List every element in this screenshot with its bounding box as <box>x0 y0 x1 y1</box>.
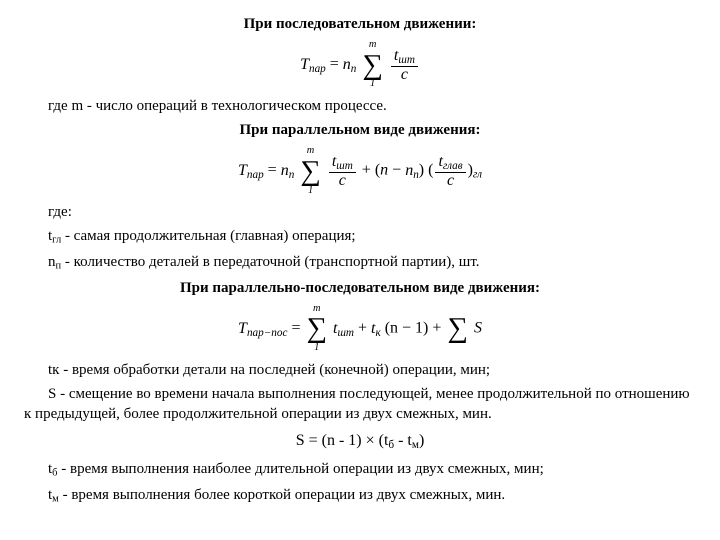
f2-n3: nп <box>405 162 419 179</box>
p4-line2: tм - время выполнения более короткой опе… <box>24 485 696 507</box>
f3-t1: tшт <box>333 320 354 337</box>
note-m: где m - число операций в технологическом… <box>24 96 696 116</box>
f2-eq: = <box>268 162 281 179</box>
f2-popen: ( <box>428 162 433 179</box>
f2-tailsub: гл <box>473 169 482 181</box>
f3-sigma1: m ∑ 1 <box>306 304 327 354</box>
f3-lhs: Tпар−пос <box>238 320 287 337</box>
f2-n: nп <box>281 162 295 179</box>
p2-where: где: <box>24 202 696 222</box>
f3-S: S <box>474 320 482 337</box>
p2-line1: tгл - самая продолжительная (главная) оп… <box>24 226 696 248</box>
p2-line2: nп - количество деталей в передаточной (… <box>24 252 696 274</box>
f2-frac2: tглав c <box>435 154 465 189</box>
f3-sigma2: ∑ <box>447 304 468 354</box>
formula-parallel: Tпар = nп m ∑ 1 tшт c + (n − nп) ( tглав… <box>24 146 696 196</box>
heading-par-seq: При параллельно-последовательном виде дв… <box>24 278 696 298</box>
f3-t2: tк <box>371 320 381 337</box>
f2-frac1: tшт c <box>329 154 356 189</box>
f3-plus2: + <box>432 320 445 337</box>
f1-frac: tшт c <box>391 48 418 83</box>
f2-lhs: Tпар <box>238 162 264 179</box>
f2-close: ) <box>419 162 424 179</box>
formula-par-seq: Tпар−пос = m ∑ 1 tшт + tк (n − 1) + ∑ S <box>24 304 696 354</box>
f3-paren: (n − 1) <box>385 320 429 337</box>
heading-parallel: При параллельном виде движения: <box>24 120 696 140</box>
heading-sequential: При последовательном движении: <box>24 14 696 34</box>
p4-line1: tб - время выполнения наиболее длительно… <box>24 459 696 481</box>
f2-plus-open: + ( <box>362 162 380 179</box>
document-page: При последовательном движении: Tпар = nп… <box>0 0 720 521</box>
p3-line2: S - смещение во времени начала выполнени… <box>24 384 696 425</box>
f3-plus1: + <box>358 320 371 337</box>
f2-sigma: m ∑ 1 <box>300 146 321 196</box>
f1-n: nп <box>343 56 357 73</box>
f2-minus: − <box>388 162 405 179</box>
p3-line1: tк - время обработки детали на последней… <box>24 360 696 380</box>
formula-sequential: Tпар = nп m ∑ 1 tшт c <box>24 40 696 90</box>
f1-eq: = <box>330 56 343 73</box>
f2-n2: n <box>380 162 388 179</box>
f1-sigma: m ∑ 1 <box>362 40 383 90</box>
formula-S: S = (n - 1) × (tб - tм) <box>24 430 696 453</box>
f3-eq: = <box>291 320 304 337</box>
f1-lhs: Tпар <box>300 56 326 73</box>
